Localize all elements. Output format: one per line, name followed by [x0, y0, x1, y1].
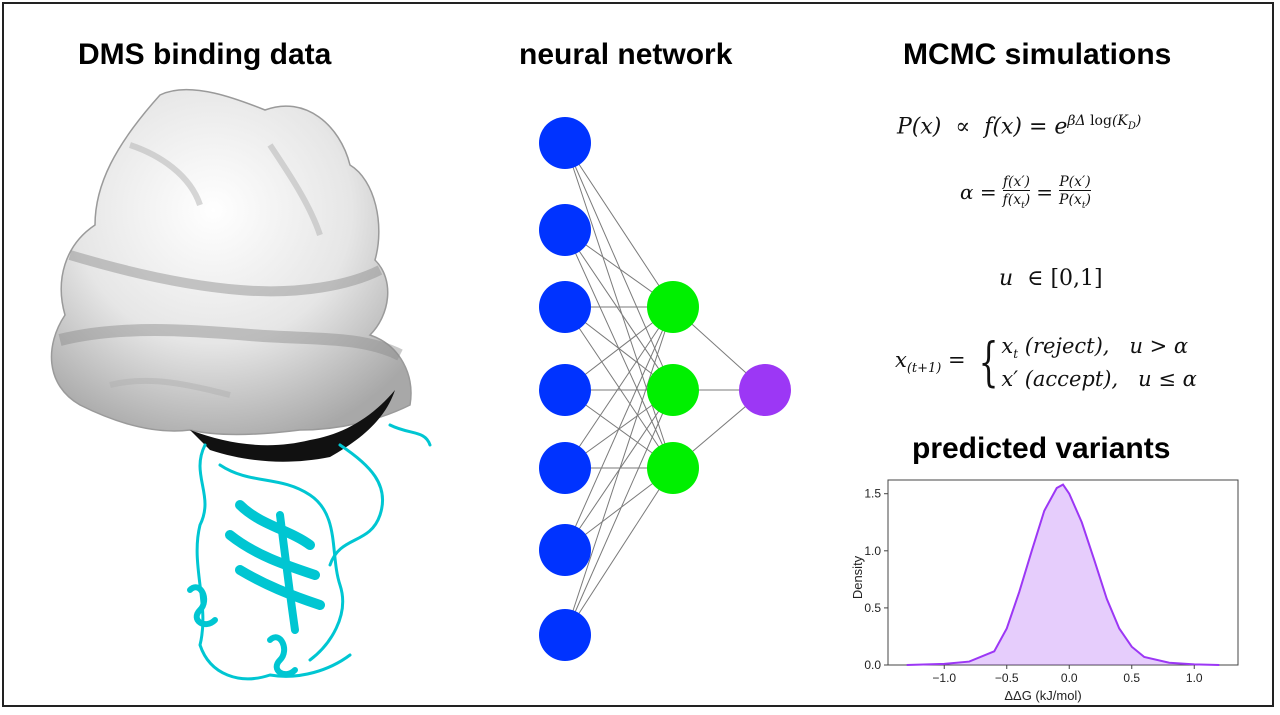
- output-node: [739, 364, 791, 416]
- input-node: [539, 281, 591, 333]
- network-edge: [564, 306, 674, 636]
- plot-frame: [887, 479, 1239, 666]
- protein-surface: [50, 88, 412, 436]
- network-edge: [564, 306, 674, 551]
- network-edge: [564, 306, 674, 469]
- density-chart: −1.0 −0.5 0.0 0.5 1.0 0.0 0.5 1.0 1.5 ΔΔG (kJ/mol…: [850, 479, 1239, 703]
- input-node: [539, 364, 591, 416]
- network-edge: [564, 229, 674, 391]
- hidden-node: [647, 281, 699, 333]
- input-node: [539, 609, 591, 661]
- x-tick-label: 1.0: [1186, 671, 1203, 685]
- y-axis-label: Density: [850, 555, 865, 599]
- figure-frame: [2, 2, 1274, 707]
- network-edge: [564, 142, 674, 308]
- input-node: [539, 117, 591, 169]
- y-tick-label: 1.5: [864, 487, 881, 501]
- bound-protein-ribbon: [187, 423, 432, 681]
- density-line: [906, 483, 1220, 666]
- equation-update-rule: x(t+1) = { xt (reject), u > α x′ (accept…: [895, 332, 1197, 393]
- input-node: [539, 204, 591, 256]
- x-tick-label: −1.0: [932, 671, 956, 685]
- network-edge: [564, 142, 674, 469]
- nn-heading: neural network: [519, 38, 733, 71]
- protein-structure-image: [50, 88, 432, 681]
- equation-uniform: u ∈ [0,1]: [999, 266, 1103, 291]
- x-tick-label: 0.5: [1123, 671, 1140, 685]
- hidden-node: [647, 364, 699, 416]
- x-tick-label: −0.5: [995, 671, 1019, 685]
- y-tick-label: 0.0: [864, 658, 881, 672]
- dms-heading: DMS binding data: [78, 38, 332, 71]
- network-edge: [564, 467, 674, 636]
- network-edge: [564, 142, 674, 391]
- neural-network-diagram: [539, 117, 791, 661]
- y-tick-label: 1.0: [864, 544, 881, 558]
- y-tick-label: 0.5: [864, 601, 881, 615]
- predicted-heading: predicted variants: [912, 432, 1171, 465]
- equation-acceptance-ratio: α = f(x′) f(xt) = P(x′) P(xt): [960, 174, 1091, 211]
- x-axis-label: ΔΔG (kJ/mol): [1004, 688, 1081, 703]
- input-node: [539, 442, 591, 494]
- density-area: [906, 484, 1220, 665]
- hidden-node: [647, 442, 699, 494]
- input-node: [539, 524, 591, 576]
- network-edge: [564, 389, 674, 636]
- mcmc-heading: MCMC simulations: [903, 38, 1172, 71]
- binding-interface: [190, 390, 395, 462]
- x-tick-label: 0.0: [1061, 671, 1078, 685]
- equation-posterior: P(x) ∝ f(x) = eβΔ log(KD): [897, 113, 1142, 140]
